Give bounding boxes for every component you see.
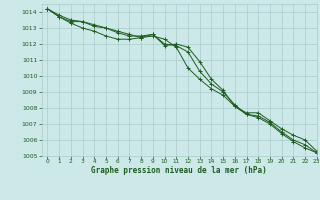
X-axis label: Graphe pression niveau de la mer (hPa): Graphe pression niveau de la mer (hPa): [91, 166, 267, 175]
